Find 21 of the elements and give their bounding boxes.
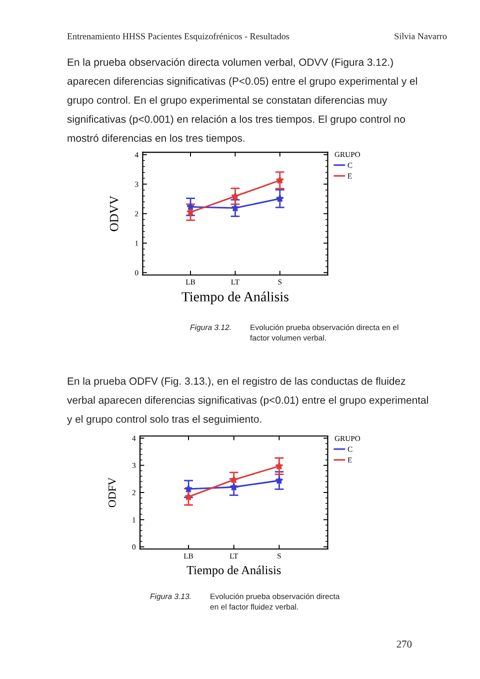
point <box>276 194 284 202</box>
point <box>186 208 195 216</box>
text: En la prueba observación directa volumen verbal, ODVV (Figura 3.12.) aparecen diferencias significativas (P<0.05) entre el grupo experimental y el grupo control. En el grupo experimental se constatan diferencias muy significativas (p<0.001) en relación a los tres tiempos. El grupo control no mostró diferencias en los tres tiempos. <box>67 58 417 144</box>
text: 270 <box>396 640 412 648</box>
text: Entrenamiento HHSS Pacientes Esquizofrénicos - Resultados <box>67 32 290 42</box>
text: Silvia Navarro <box>394 32 447 40</box>
point <box>275 462 284 470</box>
point <box>230 476 238 484</box>
point <box>184 492 193 500</box>
point <box>230 482 238 491</box>
y-axis-title: ODVV <box>110 196 118 232</box>
point <box>231 204 240 212</box>
point <box>231 192 240 200</box>
point <box>275 476 284 484</box>
point <box>184 484 193 492</box>
text: En la prueba ODFV (Fig. 3.13.), en el registro de las conductas de fluidez verbal aparecen diferencias significativas (p<0.01) entre el grupo experimental y el grupo control solo tras el seguimiento. <box>67 377 428 425</box>
point <box>186 202 195 210</box>
x-axis-title: Tiempo de Análisis <box>182 292 288 304</box>
point <box>276 176 284 184</box>
x-axis-title: Tiempo de Análisis <box>186 566 281 577</box>
y-axis-title: ODFV <box>108 478 116 508</box>
